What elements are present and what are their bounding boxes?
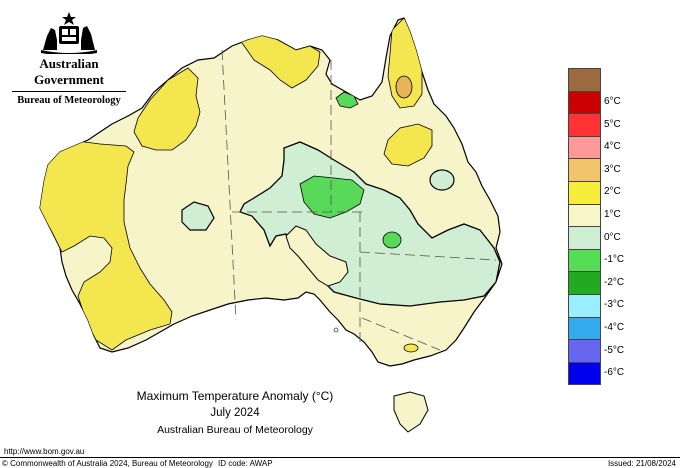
anomaly-region-hot-capeyork: [395, 75, 413, 99]
legend-swatch: [568, 316, 601, 340]
map-source: Australian Bureau of Meteorology: [157, 424, 313, 436]
anomaly-region-warm-west: [40, 139, 173, 351]
legend-tick-label: -5°C: [604, 344, 625, 356]
tasmania: [393, 391, 429, 433]
legend-tick-label: -4°C: [604, 321, 625, 333]
legend-swatch: [568, 293, 601, 317]
legend-swatch: [568, 68, 601, 91]
government-label: Australian Government: [33, 56, 105, 87]
legend-swatch: [568, 361, 601, 386]
map-period: July 2024: [210, 407, 260, 419]
logo-divider: [12, 91, 126, 92]
legend-tick-label: 3°C: [604, 163, 621, 175]
island-kangaroo: [333, 327, 339, 333]
legend-tick-label: -2°C: [604, 276, 625, 288]
legend-swatch: [568, 203, 601, 227]
id-code-text: ID code: AWAP: [218, 459, 273, 468]
anomaly-region-cool-wa-small: [181, 201, 215, 231]
legend-swatch: [568, 180, 601, 204]
footer-bar: © Commonwealth of Australia 2024, Bureau…: [0, 457, 680, 468]
anomaly-region-neutral-bay: [285, 225, 349, 287]
legend-swatch: [568, 158, 601, 181]
anomaly-region-warm-kimberley: [133, 67, 201, 151]
map-title: Maximum Temperature Anomaly (°C): [136, 389, 334, 403]
legend-tick-label: 6°C: [604, 95, 621, 107]
legend-tick-label: 2°C: [604, 186, 621, 198]
legend-swatch: [568, 271, 601, 294]
website-link[interactable]: http://www.bom.gov.au: [4, 447, 85, 456]
legend-swatch: [568, 135, 601, 159]
anomaly-region-warm-vic-small: [403, 343, 419, 353]
legend-tick-label: 0°C: [604, 231, 621, 243]
map-title-block: Maximum Temperature Anomaly (°C) July 20…: [110, 389, 360, 437]
copyright-text: © Commonwealth of Australia 2024, Bureau…: [2, 459, 213, 468]
bureau-label: Bureau of Meteorology: [17, 95, 121, 106]
legend-tick-label: -1°C: [604, 254, 625, 266]
legend-tick-label: 1°C: [604, 208, 621, 220]
coat-of-arms-icon: [41, 12, 97, 54]
anomaly-region-cool-strong: [299, 175, 365, 219]
anomaly-region-cool-qld-small: [429, 169, 455, 191]
anomaly-region-warm-topend: [239, 33, 321, 89]
issued-date-text: Issued: 21/08/2024: [607, 459, 676, 468]
legend-tick-label: -3°C: [604, 299, 625, 311]
legend-swatch: [568, 90, 601, 114]
color-legend: [568, 68, 601, 386]
legend-swatch: [568, 226, 601, 249]
legend-swatch: [568, 248, 601, 272]
legend-tick-label: 5°C: [604, 118, 621, 130]
bom-logo: Australian Government Bureau of Meteorol…: [8, 10, 130, 106]
anomaly-region-warm-qld: [383, 123, 433, 167]
anomaly-region-cool-north: [335, 91, 359, 109]
anomaly-region-cool-strong-small: [382, 231, 402, 249]
legend-swatch: [568, 339, 601, 362]
state-borders: [221, 49, 497, 351]
legend-swatch: [568, 113, 601, 136]
legend-tick-label: -6°C: [604, 367, 625, 379]
legend-tick-label: 4°C: [604, 141, 621, 153]
